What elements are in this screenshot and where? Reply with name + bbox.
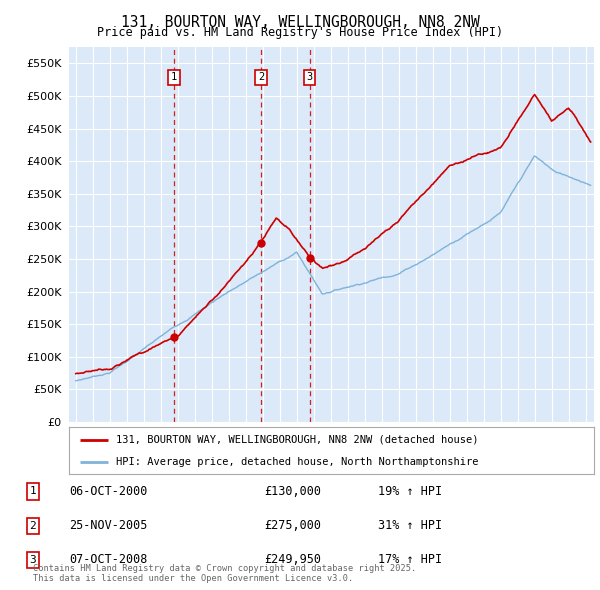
Text: Contains HM Land Registry data © Crown copyright and database right 2025.
This d: Contains HM Land Registry data © Crown c… — [33, 563, 416, 583]
Text: £130,000: £130,000 — [264, 485, 321, 498]
Text: 1: 1 — [29, 487, 37, 496]
Text: Price paid vs. HM Land Registry's House Price Index (HPI): Price paid vs. HM Land Registry's House … — [97, 26, 503, 39]
Text: 1: 1 — [171, 72, 177, 82]
Text: 19% ↑ HPI: 19% ↑ HPI — [378, 485, 442, 498]
Text: HPI: Average price, detached house, North Northamptonshire: HPI: Average price, detached house, Nort… — [116, 457, 479, 467]
Text: 25-NOV-2005: 25-NOV-2005 — [69, 519, 148, 532]
Text: 07-OCT-2008: 07-OCT-2008 — [69, 553, 148, 566]
Text: £275,000: £275,000 — [264, 519, 321, 532]
Text: 3: 3 — [29, 555, 37, 565]
Text: 2: 2 — [258, 72, 264, 82]
Text: 06-OCT-2000: 06-OCT-2000 — [69, 485, 148, 498]
Text: 131, BOURTON WAY, WELLINGBOROUGH, NN8 2NW: 131, BOURTON WAY, WELLINGBOROUGH, NN8 2N… — [121, 15, 479, 30]
Text: 2: 2 — [29, 521, 37, 530]
Text: 17% ↑ HPI: 17% ↑ HPI — [378, 553, 442, 566]
Text: 131, BOURTON WAY, WELLINGBOROUGH, NN8 2NW (detached house): 131, BOURTON WAY, WELLINGBOROUGH, NN8 2N… — [116, 435, 479, 445]
Text: 3: 3 — [307, 72, 313, 82]
Text: 31% ↑ HPI: 31% ↑ HPI — [378, 519, 442, 532]
Text: £249,950: £249,950 — [264, 553, 321, 566]
